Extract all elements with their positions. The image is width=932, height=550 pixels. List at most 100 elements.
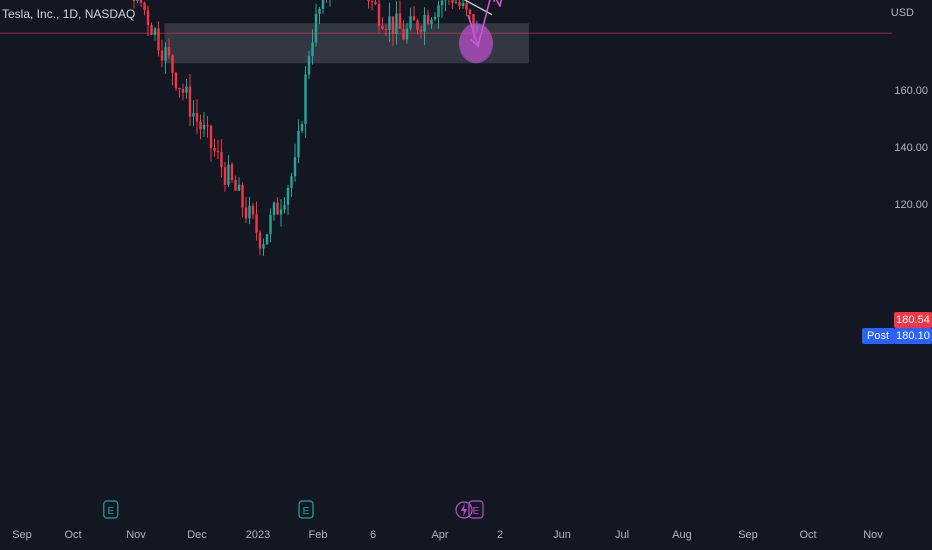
- candle-body: [262, 244, 265, 249]
- candle-body: [321, 0, 325, 9]
- x-tick-label: Nov: [863, 529, 883, 541]
- x-tick-label: 2: [496, 529, 504, 541]
- candle-body: [465, 3, 468, 10]
- earnings-marker-label: E: [107, 506, 114, 517]
- candle-body: [370, 1, 374, 3]
- candle-body: [409, 16, 412, 29]
- candle-body: [234, 179, 237, 191]
- candle-body: [461, 3, 465, 6]
- candle-body: [143, 2, 146, 11]
- candle-body: [265, 234, 269, 245]
- candle-body: [388, 16, 391, 30]
- candle-body: [223, 167, 227, 185]
- candle-body: [290, 176, 293, 188]
- candle-body: [153, 28, 157, 35]
- candle-body: [269, 214, 272, 235]
- candle-body: [160, 50, 164, 61]
- candle-body: [437, 5, 440, 17]
- candle-body: [314, 13, 318, 43]
- chart-title: Tesla, Inc., 1D, NASDAQ: [2, 7, 136, 21]
- x-tick-label: Jul: [614, 529, 630, 541]
- candle-body: [440, 0, 444, 6]
- candle-body: [377, 3, 381, 26]
- candle-body: [167, 47, 171, 56]
- candle-body: [286, 187, 290, 205]
- candle-body: [367, 0, 370, 2]
- candle-body: [426, 14, 430, 25]
- x-tick-label: 2023: [245, 529, 271, 541]
- candle-body: [258, 232, 262, 249]
- candle-body: [185, 86, 188, 93]
- lightning-icon-frame: [455, 501, 473, 519]
- candle-body: [174, 72, 178, 89]
- candle-body: [454, 1, 458, 3]
- x-tick-label: Aug: [672, 529, 692, 541]
- x-tick-label: Oct: [799, 529, 817, 541]
- earnings-marker: [298, 500, 314, 519]
- candle-body: [227, 164, 230, 185]
- candle-body: [283, 204, 286, 210]
- candle-body: [195, 113, 199, 122]
- candle-body: [293, 157, 297, 177]
- candle-body: [230, 164, 234, 180]
- x-tick-label: Oct: [64, 529, 82, 541]
- post-label-tag: Post: [861, 328, 894, 344]
- candle-body: [178, 88, 181, 90]
- candle-body: [164, 47, 167, 61]
- x-tick-label: Nov: [126, 529, 146, 541]
- earnings-marker: [103, 500, 119, 519]
- candle-body: [150, 24, 153, 35]
- candle-body: [202, 125, 206, 130]
- candle-body: [423, 14, 426, 32]
- y-tick-label: 140.00: [894, 141, 928, 154]
- lightning-icon: [461, 503, 467, 517]
- candle-body: [146, 10, 150, 25]
- candle-body: [188, 86, 192, 117]
- candle-body: [416, 20, 419, 30]
- candle-body: [171, 55, 174, 73]
- candle-body: [405, 28, 409, 40]
- candle-body: [430, 19, 433, 25]
- candle-body: [272, 202, 276, 215]
- candle-body: [384, 29, 388, 31]
- y-tick-label: 120.00: [894, 199, 928, 212]
- candle-body: [419, 29, 423, 32]
- x-tick-label: 6: [369, 529, 377, 541]
- earnings-marker: [468, 500, 484, 519]
- last-price-tag: 180.54: [894, 312, 932, 328]
- candle-body: [251, 205, 255, 215]
- candle-body: [381, 25, 384, 30]
- candle-body: [318, 8, 321, 14]
- candle-body: [451, 0, 454, 3]
- x-tick-label: Feb: [308, 529, 328, 541]
- candle-body: [213, 147, 216, 152]
- candle-body: [181, 89, 185, 93]
- earnings-marker-label: E: [303, 506, 310, 517]
- candle-body: [279, 209, 283, 215]
- candle-body: [206, 125, 209, 127]
- arrowhead-down-entry: [470, 35, 481, 48]
- candle-body: [216, 151, 220, 153]
- y-tick-label: 160.00: [894, 84, 928, 97]
- earnings-marker-label: E: [473, 506, 480, 517]
- candle-body: [136, 0, 139, 2]
- candle-body: [300, 124, 304, 131]
- candle-body: [433, 16, 437, 20]
- candle-body: [398, 13, 402, 29]
- x-tick-label: Sep: [12, 529, 32, 541]
- candle-body: [237, 184, 241, 191]
- candle-body: [412, 16, 416, 21]
- candle-body: [304, 74, 307, 125]
- candle-body: [374, 1, 377, 4]
- candle-body: [395, 13, 398, 34]
- candle-body: [209, 125, 213, 148]
- candle-body: [311, 42, 314, 56]
- x-tick-label: Apr: [431, 529, 449, 541]
- candle-body: [157, 28, 160, 51]
- candle-body: [402, 28, 405, 40]
- candle-body: [391, 16, 395, 34]
- currency-label: USD: [890, 7, 914, 19]
- post-price-tag: 180.10: [894, 328, 932, 344]
